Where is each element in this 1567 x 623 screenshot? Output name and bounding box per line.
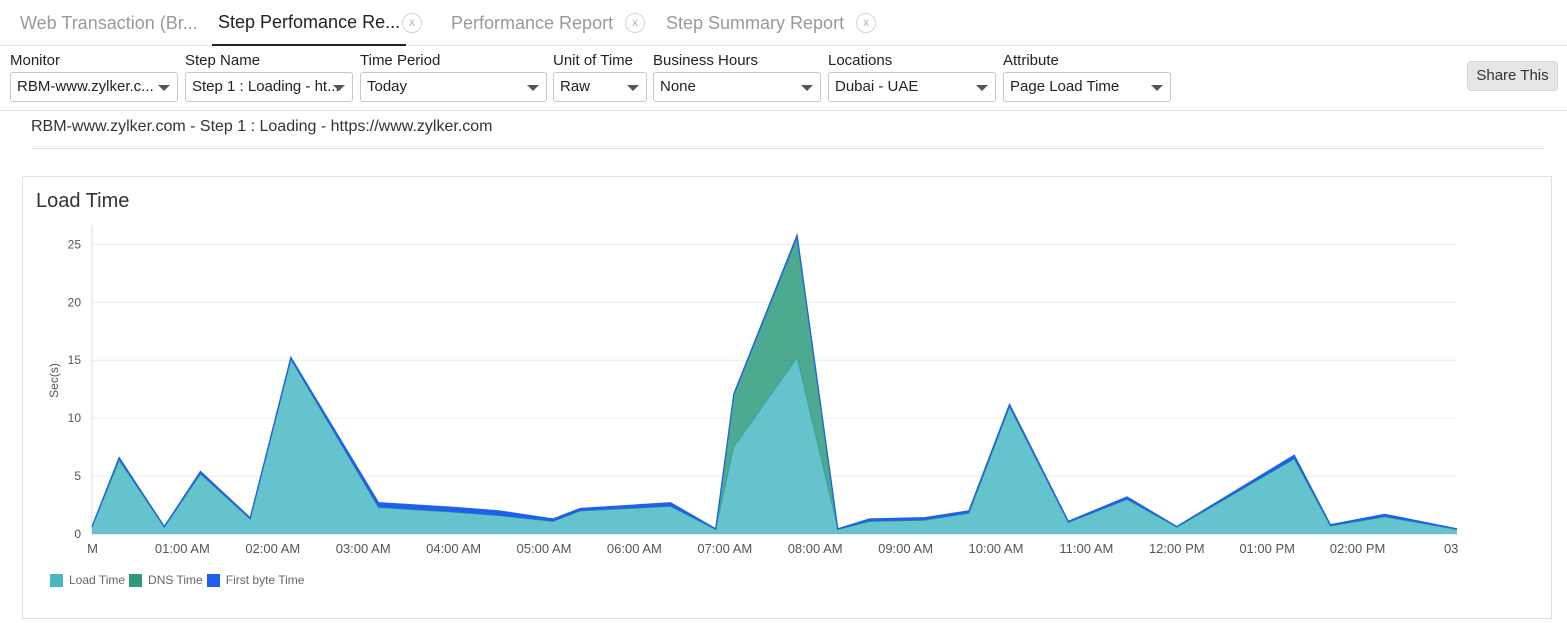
report-subtitle: RBM-www.zylker.com - Step 1 : Loading - …: [31, 118, 493, 135]
series-area-dns-time: [92, 237, 1457, 530]
load-time-chart-panel: Load Time 0 5 10 15 20 25 Sec(s) M 01:00 AM 02:00…: [22, 176, 1552, 619]
attribute-select[interactable]: Page Load Time: [1003, 72, 1171, 102]
tab-web-transaction[interactable]: Web Transaction (Br...: [20, 0, 198, 46]
monitor-label: Monitor: [10, 52, 61, 69]
chart-title: Load Time: [36, 190, 130, 212]
attribute-label: Attribute: [1003, 52, 1059, 69]
locations-filter: Locations Dubai - UAE: [828, 52, 996, 102]
close-icon: x: [402, 13, 422, 33]
x-tick-label: 02:00 PM: [1330, 541, 1386, 556]
y-axis-title: Sec(s): [47, 363, 61, 398]
legend-label: Load Time: [69, 573, 126, 587]
business-hours-filter: Business Hours None: [653, 52, 821, 102]
y-tick-label: 5: [74, 469, 81, 483]
y-tick-label: 25: [68, 237, 82, 251]
load-time-chart: 0 5 10 15 20 25 Sec(s) M 01:00 AM 02:00 AM 03:00 A…: [47, 225, 1458, 556]
time-period-select[interactable]: Today: [360, 72, 547, 102]
caret-down-icon: [158, 85, 170, 91]
caret-down-icon: [333, 85, 345, 91]
x-tick-label: 09:00 AM: [878, 541, 933, 556]
step-name-label: Step Name: [185, 52, 261, 69]
caret-down-icon: [801, 85, 813, 91]
x-tick-label: 03:00 AM: [336, 541, 391, 556]
business-hours-value: None: [660, 78, 696, 95]
locations-value: Dubai - UAE: [835, 78, 919, 95]
legend-swatch: [206, 573, 220, 587]
x-tick-label: 01:00 PM: [1239, 541, 1295, 556]
legend-item-dns-time[interactable]: DNS Time: [129, 573, 203, 587]
close-icon[interactable]: x: [625, 13, 646, 33]
x-tick-label: 04:00 AM: [426, 541, 481, 556]
locations-label: Locations: [828, 52, 893, 69]
x-tick-label: 07:00 AM: [697, 541, 752, 556]
business-hours-label: Business Hours: [653, 52, 759, 69]
chart-legend: Load Time DNS Time First byte Time: [50, 573, 308, 587]
tab-label: Web Transaction (Br...: [20, 12, 198, 33]
locations-select[interactable]: Dubai - UAE: [828, 72, 996, 102]
monitor-filter: Monitor RBM-www.zylker.c...: [10, 52, 178, 102]
legend-swatch: [50, 573, 63, 587]
tab-step-performance-close[interactable]: x: [402, 0, 422, 46]
attribute-value: Page Load Time: [1010, 78, 1120, 95]
filter-bar: Monitor RBM-www.zylker.c... Step Name St…: [0, 46, 1567, 111]
tab-step-summary-report[interactable]: Step Summary Report x: [666, 0, 877, 46]
legend-item-first-byte-time[interactable]: First byte Time: [206, 573, 305, 587]
x-tick-label: 02:00 AM: [245, 541, 300, 556]
x-tick-label: M: [87, 541, 98, 556]
series-area-load-time: [92, 357, 1457, 534]
caret-down-icon: [527, 85, 539, 91]
x-tick-label: 08:00 AM: [788, 541, 843, 556]
attribute-filter: Attribute Page Load Time: [1003, 52, 1171, 102]
legend-label: DNS Time: [148, 573, 203, 587]
unit-of-time-filter: Unit of Time Raw: [553, 52, 647, 102]
y-tick-label: 15: [68, 353, 82, 367]
x-tick-label: 10:00 AM: [969, 541, 1024, 556]
y-tick-label: 20: [68, 295, 82, 309]
unit-of-time-label: Unit of Time: [553, 52, 634, 69]
legend-label: First byte Time: [225, 573, 305, 587]
x-tick-label: 01:00 AM: [155, 541, 210, 556]
monitor-select[interactable]: RBM-www.zylker.c...: [10, 72, 178, 102]
x-tick-label: 03: [1444, 541, 1458, 556]
unit-of-time-select[interactable]: Raw: [553, 72, 647, 102]
tab-step-performance[interactable]: Step Perfomance Re...: [212, 0, 407, 46]
step-name-filter: Step Name Step 1 : Loading - ht...: [185, 52, 353, 102]
share-this-button[interactable]: Share This: [1467, 61, 1558, 91]
unit-of-time-value: Raw: [560, 78, 591, 95]
legend-swatch: [129, 573, 143, 587]
close-icon[interactable]: x: [856, 13, 877, 33]
x-tick-label: 11:00 AM: [1059, 541, 1113, 556]
tab-label: Step Summary Report: [666, 12, 845, 33]
caret-down-icon: [1151, 85, 1163, 91]
time-period-filter: Time Period Today: [360, 52, 547, 102]
business-hours-select[interactable]: None: [653, 72, 821, 102]
x-tick-label: 12:00 PM: [1149, 541, 1205, 556]
legend-item-load-time[interactable]: Load Time: [50, 573, 125, 587]
step-name-value: Step 1 : Loading - ht...: [192, 78, 340, 95]
series-line-first-byte-time: [91, 232, 1458, 530]
divider: [31, 148, 1544, 149]
y-tick-label: 0: [74, 527, 81, 541]
monitor-value: RBM-www.zylker.c...: [17, 78, 154, 95]
time-period-label: Time Period: [360, 52, 441, 69]
tab-label: Step Perfomance Re...: [218, 11, 401, 32]
x-tick-label: 05:00 AM: [517, 541, 572, 556]
time-period-value: Today: [367, 78, 408, 95]
tab-performance-report[interactable]: Performance Report x: [451, 0, 646, 46]
step-name-select[interactable]: Step 1 : Loading - ht...: [185, 72, 353, 102]
report-tab-bar: Web Transaction (Br... Step Perfomance R…: [0, 0, 1567, 46]
x-tick-label: 06:00 AM: [607, 541, 662, 556]
caret-down-icon: [627, 85, 639, 91]
tab-label: Performance Report: [451, 12, 614, 33]
y-tick-label: 10: [68, 411, 82, 425]
caret-down-icon: [976, 85, 988, 91]
